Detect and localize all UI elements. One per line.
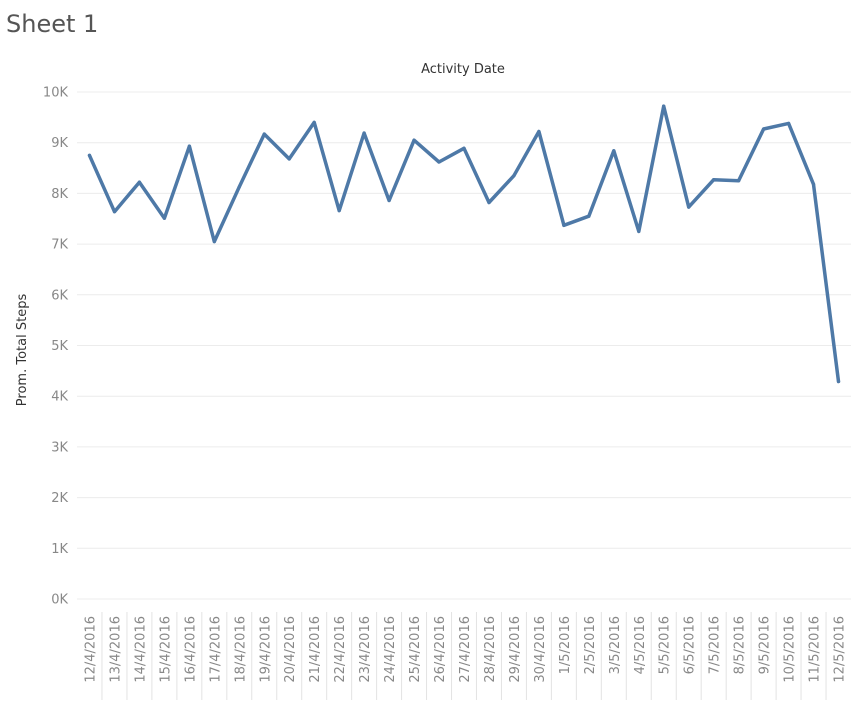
data-point (387, 198, 391, 203)
data-point (786, 121, 791, 126)
y-tick-label: 1K (51, 542, 68, 557)
x-tick-label: 29/4/2016 (508, 616, 523, 683)
data-point (137, 180, 142, 184)
x-tick-label: 24/4/2016 (383, 616, 398, 683)
data-point (712, 178, 716, 182)
y-tick-label: 6K (51, 288, 68, 303)
x-tick-label: 7/5/2016 (708, 616, 723, 674)
x-tick-label: 20/4/2016 (283, 616, 298, 683)
series-layer (87, 104, 841, 384)
data-point (287, 157, 291, 161)
y-axis: 0K 1K 2K 3K 4K 5K 6K 7K 8K 9K 10K (43, 86, 69, 608)
data-point (312, 120, 316, 125)
y-tick-label: 0K (51, 593, 68, 608)
data-point (811, 182, 816, 186)
x-tick-label: 16/4/2016 (183, 616, 198, 683)
data-point (362, 131, 366, 135)
data-point (487, 200, 491, 205)
x-tick-label: 17/4/2016 (208, 616, 223, 683)
x-tick-label: 27/4/2016 (458, 616, 473, 683)
y-tick-label: 4K (51, 390, 68, 405)
x-tick-label: 12/4/2016 (83, 616, 98, 683)
x-tick-label: 30/4/2016 (533, 616, 548, 683)
x-tick-label: 28/4/2016 (483, 616, 498, 683)
x-tick-label: 19/4/2016 (258, 616, 273, 683)
data-point (162, 216, 166, 220)
data-point (737, 179, 741, 183)
data-point (562, 223, 566, 227)
y-tick-label: 5K (51, 339, 68, 354)
data-point (612, 149, 616, 153)
x-tick-label: 14/4/2016 (133, 616, 148, 683)
data-point (187, 144, 191, 148)
x-tick-label: 11/5/2016 (808, 616, 823, 683)
x-tick-label: 21/4/2016 (308, 616, 323, 683)
data-point (437, 160, 441, 164)
x-tick-label: 13/4/2016 (108, 616, 123, 683)
x-tick-label: 2/5/2016 (583, 616, 598, 674)
x-tick-label: 6/5/2016 (683, 616, 698, 674)
data-point (537, 129, 541, 134)
data-point (687, 205, 691, 209)
data-point (212, 239, 216, 244)
x-tick-label: 15/4/2016 (158, 616, 173, 683)
data-point (262, 132, 266, 136)
x-tick-label: 18/4/2016 (233, 616, 248, 683)
y-tick-label: 7K (51, 238, 68, 253)
x-tick-label: 4/5/2016 (633, 616, 648, 674)
data-point (836, 379, 841, 384)
x-axis: 12/4/2016 13/4/2016 14/4/2016 15/4/2016 16/4… (83, 612, 848, 700)
top-axis-title: Activity Date (421, 62, 505, 77)
data-point (762, 127, 766, 131)
x-tick-label: 9/5/2016 (758, 616, 773, 674)
x-tick-label: 8/5/2016 (733, 616, 748, 674)
data-point (337, 209, 341, 213)
y-tick-label: 9K (51, 136, 68, 151)
data-point (462, 146, 466, 150)
x-tick-label: 12/5/2016 (833, 616, 848, 683)
y-axis-title: Prom. Total Steps (15, 294, 30, 407)
data-point (587, 214, 591, 218)
x-tick-label: 5/5/2016 (658, 616, 673, 674)
x-tick-label: 25/4/2016 (408, 616, 423, 683)
x-tick-label: 22/4/2016 (333, 616, 348, 683)
data-point (237, 185, 241, 189)
y-tick-label: 10K (43, 86, 69, 101)
y-tick-label: 3K (51, 440, 68, 455)
sheet-title: Sheet 1 (6, 10, 99, 38)
gridlines (77, 91, 851, 600)
data-point (662, 104, 666, 108)
x-tick-label: 3/5/2016 (608, 616, 623, 674)
y-tick-label: 2K (51, 491, 68, 506)
y-tick-label: 8K (51, 187, 68, 202)
x-tick-label: 1/5/2016 (558, 616, 573, 674)
data-point (637, 229, 641, 234)
x-tick-label: 26/4/2016 (433, 616, 448, 683)
data-point (112, 210, 117, 214)
data-point (87, 153, 92, 157)
x-tick-label: 23/4/2016 (358, 616, 373, 683)
data-point (412, 138, 416, 142)
x-tick-label: 10/5/2016 (783, 616, 798, 683)
data-point (512, 174, 516, 178)
